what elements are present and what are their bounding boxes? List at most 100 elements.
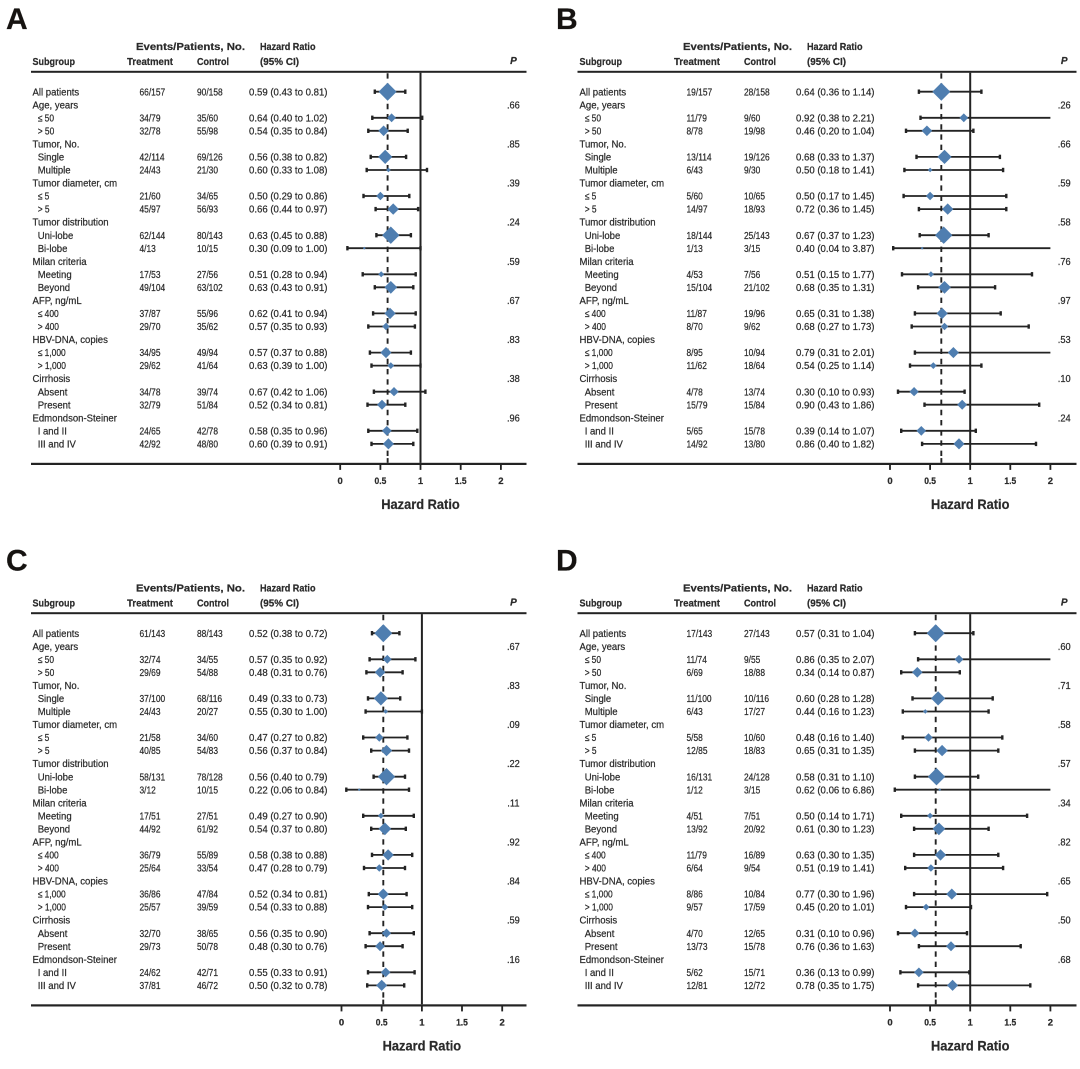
svg-text:AFP, ng/mL: AFP, ng/mL bbox=[580, 296, 630, 307]
svg-text:Tumor diameter, cm: Tumor diameter, cm bbox=[580, 179, 665, 190]
svg-text:0.30 (0.10 to 0.93): 0.30 (0.10 to 0.93) bbox=[796, 387, 875, 398]
svg-text:.92: .92 bbox=[507, 838, 520, 849]
svg-text:88/143: 88/143 bbox=[197, 629, 223, 640]
svg-text:17/27: 17/27 bbox=[744, 707, 765, 718]
svg-text:13/74: 13/74 bbox=[744, 387, 765, 398]
svg-text:Single: Single bbox=[38, 694, 65, 705]
svg-text:Milan criteria: Milan criteria bbox=[33, 257, 88, 268]
svg-text:Tumor, No.: Tumor, No. bbox=[580, 681, 627, 692]
svg-text:Edmondson-Steiner: Edmondson-Steiner bbox=[33, 413, 118, 424]
svg-text:Beyond: Beyond bbox=[585, 824, 617, 835]
svg-text:B: B bbox=[556, 3, 578, 36]
svg-text:19/96: 19/96 bbox=[744, 309, 765, 320]
svg-text:Bi-lobe: Bi-lobe bbox=[38, 785, 68, 796]
svg-text:10/60: 10/60 bbox=[744, 733, 765, 744]
svg-text:.59: .59 bbox=[1058, 179, 1071, 190]
svg-text:0.47 (0.28 to 0.79): 0.47 (0.28 to 0.79) bbox=[249, 864, 328, 875]
svg-text:58/131: 58/131 bbox=[140, 772, 166, 783]
svg-text:0.54 (0.33 to 0.88): 0.54 (0.33 to 0.88) bbox=[249, 903, 328, 914]
svg-text:6/43: 6/43 bbox=[687, 166, 704, 177]
svg-text:Uni-lobe: Uni-lobe bbox=[585, 231, 621, 242]
svg-text:15/78: 15/78 bbox=[744, 942, 765, 953]
svg-text:0.40 (0.04 to 3.87): 0.40 (0.04 to 3.87) bbox=[796, 244, 875, 255]
svg-text:All patients: All patients bbox=[33, 87, 80, 98]
svg-text:Events/Patients, No.: Events/Patients, No. bbox=[683, 42, 792, 53]
svg-text:P: P bbox=[510, 56, 517, 67]
svg-text:19/126: 19/126 bbox=[744, 153, 770, 164]
svg-text:12/81: 12/81 bbox=[687, 981, 708, 992]
svg-text:42/114: 42/114 bbox=[140, 153, 165, 164]
svg-text:Events/Patients, No.: Events/Patients, No. bbox=[136, 583, 245, 594]
svg-text:5/65: 5/65 bbox=[687, 426, 704, 437]
svg-text:10/94: 10/94 bbox=[744, 348, 765, 359]
svg-text:Control: Control bbox=[197, 598, 229, 609]
svg-text:16/89: 16/89 bbox=[744, 851, 765, 862]
svg-text:Meeting: Meeting bbox=[585, 270, 619, 281]
svg-text:.26: .26 bbox=[1058, 100, 1071, 111]
svg-text:17/53: 17/53 bbox=[140, 270, 161, 281]
svg-text:> 50: > 50 bbox=[585, 668, 602, 679]
svg-text:Absent: Absent bbox=[585, 387, 615, 398]
svg-text:0.60 (0.39 to 0.91): 0.60 (0.39 to 0.91) bbox=[249, 440, 328, 451]
svg-text:32/79: 32/79 bbox=[140, 400, 161, 411]
svg-text:0.64 (0.40 to 1.02): 0.64 (0.40 to 1.02) bbox=[249, 113, 328, 124]
svg-text:.58: .58 bbox=[1058, 720, 1071, 731]
svg-text:≤ 400: ≤ 400 bbox=[585, 309, 606, 320]
svg-text:9/54: 9/54 bbox=[744, 864, 761, 875]
svg-text:III and IV: III and IV bbox=[585, 440, 624, 451]
svg-text:0.44 (0.16 to 1.23): 0.44 (0.16 to 1.23) bbox=[796, 707, 875, 718]
svg-text:C: C bbox=[6, 544, 28, 577]
svg-text:≤ 5: ≤ 5 bbox=[38, 192, 50, 203]
svg-text:0.52 (0.38 to 0.72): 0.52 (0.38 to 0.72) bbox=[249, 629, 328, 640]
svg-text:32/74: 32/74 bbox=[140, 655, 161, 666]
svg-text:.24: .24 bbox=[507, 218, 520, 229]
svg-text:39/59: 39/59 bbox=[197, 903, 218, 914]
svg-text:13/92: 13/92 bbox=[687, 824, 708, 835]
svg-text:0.55 (0.30 to 1.00): 0.55 (0.30 to 1.00) bbox=[249, 707, 328, 718]
svg-text:Edmondson-Steiner: Edmondson-Steiner bbox=[33, 955, 118, 966]
svg-text:0.50 (0.14 to 1.71): 0.50 (0.14 to 1.71) bbox=[796, 811, 875, 822]
svg-text:33/54: 33/54 bbox=[197, 864, 218, 875]
svg-text:.59: .59 bbox=[507, 916, 520, 927]
svg-text:Treatment: Treatment bbox=[674, 598, 721, 609]
svg-text:.83: .83 bbox=[507, 335, 520, 346]
svg-text:Uni-lobe: Uni-lobe bbox=[38, 772, 74, 783]
svg-text:I and II: I and II bbox=[38, 426, 67, 437]
svg-text:2: 2 bbox=[500, 1018, 505, 1029]
svg-text:Uni-lobe: Uni-lobe bbox=[38, 231, 74, 242]
svg-text:Edmondson-Steiner: Edmondson-Steiner bbox=[580, 413, 665, 424]
svg-text:47/84: 47/84 bbox=[197, 890, 218, 901]
svg-text:0.51 (0.19 to 1.41): 0.51 (0.19 to 1.41) bbox=[796, 864, 875, 875]
svg-text:0.86 (0.35 to 2.07): 0.86 (0.35 to 2.07) bbox=[796, 655, 875, 666]
svg-text:0.64 (0.36 to 1.14): 0.64 (0.36 to 1.14) bbox=[796, 87, 875, 98]
svg-text:1.5: 1.5 bbox=[1004, 476, 1016, 487]
svg-text:1.5: 1.5 bbox=[456, 1018, 468, 1029]
svg-text:0.49 (0.33 to 0.73): 0.49 (0.33 to 0.73) bbox=[249, 694, 328, 705]
svg-text:≤ 400: ≤ 400 bbox=[585, 851, 606, 862]
svg-text:> 5: > 5 bbox=[38, 746, 50, 757]
svg-text:0.58 (0.38 to 0.88): 0.58 (0.38 to 0.88) bbox=[249, 851, 328, 862]
svg-text:0.63 (0.43 to 0.91): 0.63 (0.43 to 0.91) bbox=[249, 283, 328, 294]
svg-text:0.51 (0.15 to 1.77): 0.51 (0.15 to 1.77) bbox=[796, 270, 875, 281]
svg-text:> 1,000: > 1,000 bbox=[585, 361, 614, 372]
svg-text:.67: .67 bbox=[507, 642, 520, 653]
svg-text:≤ 1,000: ≤ 1,000 bbox=[38, 348, 66, 359]
svg-text:> 1,000: > 1,000 bbox=[38, 903, 67, 914]
svg-text:0.68 (0.27 to 1.73): 0.68 (0.27 to 1.73) bbox=[796, 322, 875, 333]
svg-text:.50: .50 bbox=[1058, 916, 1071, 927]
svg-text:5/58: 5/58 bbox=[687, 733, 704, 744]
svg-text:24/43: 24/43 bbox=[140, 166, 161, 177]
svg-text:0.5: 0.5 bbox=[924, 1018, 936, 1029]
svg-text:34/95: 34/95 bbox=[140, 348, 161, 359]
svg-text:16/131: 16/131 bbox=[687, 772, 713, 783]
svg-text:35/60: 35/60 bbox=[197, 113, 218, 124]
svg-text:19/98: 19/98 bbox=[744, 126, 765, 137]
svg-text:1/12: 1/12 bbox=[687, 785, 704, 796]
svg-text:40/85: 40/85 bbox=[140, 746, 161, 757]
svg-text:0.34 (0.14 to 0.87): 0.34 (0.14 to 0.87) bbox=[796, 668, 875, 679]
svg-text:HBV-DNA, copies: HBV-DNA, copies bbox=[33, 335, 108, 346]
svg-text:Tumor diameter, cm: Tumor diameter, cm bbox=[580, 720, 665, 731]
svg-text:AFP, ng/mL: AFP, ng/mL bbox=[33, 296, 83, 307]
svg-text:15/79: 15/79 bbox=[687, 400, 708, 411]
svg-text:19/157: 19/157 bbox=[687, 87, 713, 98]
